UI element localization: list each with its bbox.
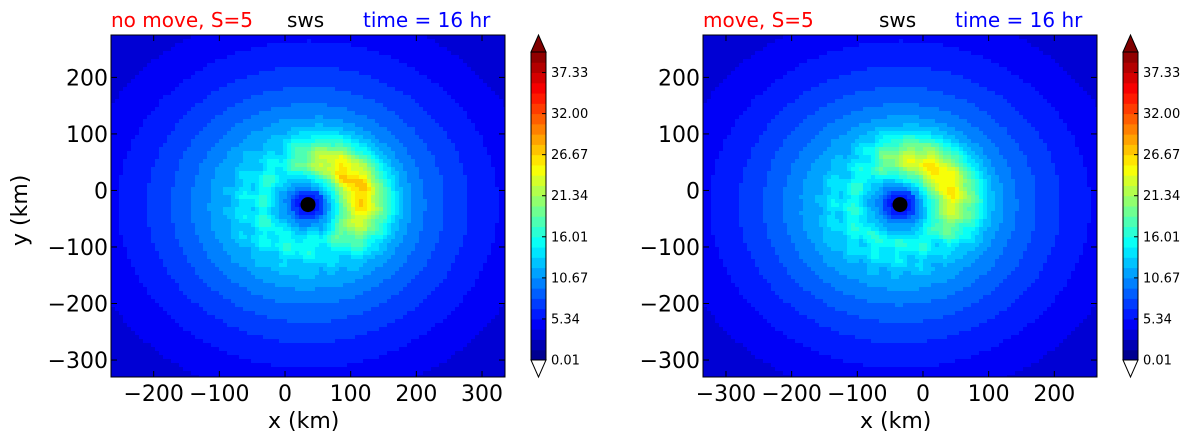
x-tick-label: 200	[1033, 382, 1075, 407]
colorbar-tick-label: 32.00	[551, 107, 588, 122]
title-left-label: no move, S=5	[111, 8, 254, 32]
colorbar-extend-max	[530, 33, 547, 53]
colorbar: 37.33 32.00 26.67 21.34 16.01 10.67 5.34 0.01	[530, 33, 588, 379]
colorbar-extend-min	[530, 359, 547, 379]
wind-speed-field	[111, 35, 505, 377]
colorbar-extend-max	[1122, 33, 1139, 53]
x-tick-label: −100	[189, 382, 249, 407]
wind-speed-field	[703, 35, 1097, 377]
x-tick-label: 0	[278, 382, 292, 407]
colorbar-tick-label: 37.33	[551, 66, 588, 81]
y-tick-label: −200	[640, 293, 700, 318]
x-tick-label: 200	[395, 382, 437, 407]
x-tick-label: −200	[761, 382, 821, 407]
y-tick-label: 100	[66, 123, 108, 148]
storm-center-marker	[300, 197, 316, 213]
plot-frame	[702, 34, 1098, 378]
y-tick-label: 200	[66, 66, 108, 91]
y-tick-label: −300	[640, 349, 700, 374]
y-tick-label: −100	[48, 236, 108, 261]
y-tick-label: −300	[48, 349, 108, 374]
colorbar-tick-label: 21.34	[551, 189, 588, 204]
title-variable-label: sws	[287, 8, 325, 32]
title-time-label: time = 16 hr	[955, 8, 1083, 32]
plot-frame	[110, 34, 506, 378]
y-tick-label: 0	[94, 179, 108, 204]
colorbar: 37.33 32.00 26.67 21.34 16.01 10.67 5.34 0.01	[1122, 33, 1180, 379]
colorbar-tick-label: 0.01	[1143, 354, 1172, 369]
title-time-label: time = 16 hr	[363, 8, 491, 32]
colorbar-tick-label: 0.01	[551, 354, 580, 369]
storm-center-marker	[892, 197, 908, 213]
y-tick-label: −100	[640, 236, 700, 261]
colorbar-tick-label: 5.34	[551, 312, 580, 327]
chart-panel-left: no move, S=5 sws time = 16 hr −200 −100 0 1…	[8, 8, 588, 434]
x-tick-label: −300	[696, 382, 756, 407]
y-tick-label: 100	[658, 123, 700, 148]
colorbar-tick-label: 37.33	[1143, 66, 1180, 81]
y-tick-label: −200	[48, 293, 108, 318]
colorbar-tick-label: 16.01	[551, 230, 588, 245]
colorbar-tick-label: 16.01	[1143, 230, 1180, 245]
colorbar-tick-label: 26.67	[1143, 148, 1180, 163]
x-tick-label: 100	[968, 382, 1010, 407]
x-tick-label: −100	[827, 382, 887, 407]
x-tick-label: −200	[123, 382, 183, 407]
contour-plot-left: −200 −100 0 100 200 3002001000−100−200−30037.…	[48, 33, 588, 407]
colorbar-tick-label: 10.67	[551, 271, 588, 286]
x-tick-label: 0	[916, 382, 930, 407]
y-tick-label: 0	[686, 179, 700, 204]
x-axis-label: x (km)	[268, 409, 340, 434]
title-variable-label: sws	[879, 8, 917, 32]
x-tick-label: 100	[330, 382, 372, 407]
x-tick-label: 300	[461, 382, 503, 407]
colorbar-extend-min	[1122, 359, 1139, 379]
colorbar-tick-label: 21.34	[1143, 189, 1180, 204]
colorbar-tick-label: 10.67	[1143, 271, 1180, 286]
colorbar-tick-label: 32.00	[1143, 107, 1180, 122]
y-tick-label: 200	[658, 66, 700, 91]
title-left-label: move, S=5	[703, 8, 814, 32]
x-axis-label: x (km)	[860, 409, 932, 434]
colorbar-tick-label: 5.34	[1143, 312, 1172, 327]
y-axis-label: y (km)	[8, 174, 33, 246]
chart-panel-right: move, S=5 sws time = 16 hr −300 −200 −100 0…	[592, 0, 1187, 447]
colorbar-tick-label: 26.67	[551, 148, 588, 163]
contour-plot-right: −300 −200 −100 0 100 2002001000−100−200−30037…	[640, 33, 1180, 407]
